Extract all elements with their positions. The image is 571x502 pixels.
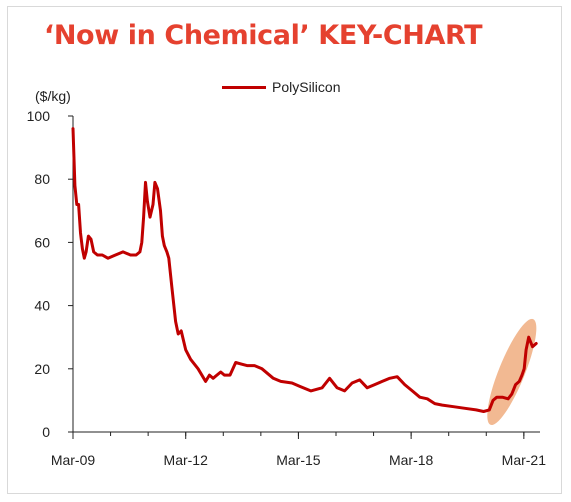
chart-title: ‘Now in Chemical’ KEY-CHART (44, 20, 483, 51)
legend-swatch-polysilicon (222, 85, 266, 89)
highlight-ellipse (487, 318, 537, 426)
x-tick-label: Mar-21 (502, 452, 547, 468)
y-axis-label: ($/kg) (35, 88, 71, 104)
y-tick-label: 100 (27, 108, 51, 124)
legend: PolySilicon (222, 79, 340, 95)
y-tick-label: 40 (34, 298, 50, 314)
x-tick-label: Mar-12 (164, 452, 209, 468)
x-tick-label: Mar-15 (276, 452, 321, 468)
y-tick-label: 0 (42, 424, 50, 440)
y-tick-label: 60 (34, 234, 50, 250)
legend-label-polysilicon: PolySilicon (272, 79, 341, 95)
x-tick-label: Mar-09 (51, 452, 96, 468)
y-tick-label: 20 (34, 361, 50, 377)
series-line-polysilicon (71, 127, 538, 413)
chart-frame (7, 6, 562, 494)
x-tick-label: Mar-18 (389, 452, 434, 468)
y-tick-label: 80 (34, 171, 50, 187)
